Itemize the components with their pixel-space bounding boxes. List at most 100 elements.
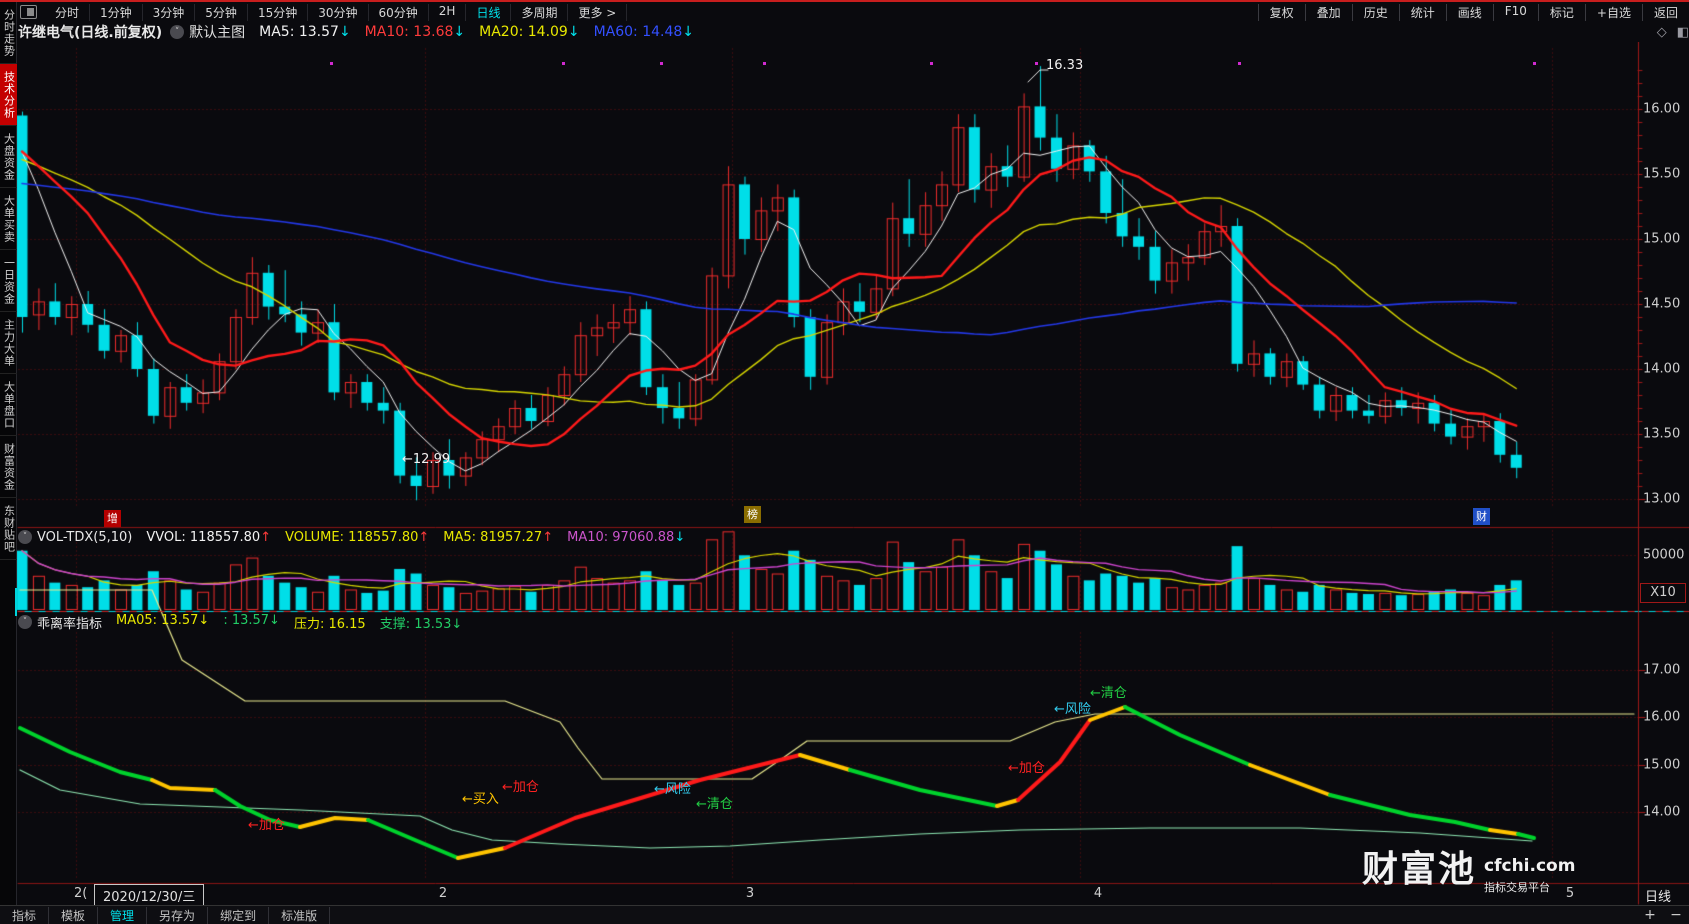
toolbar-button-统计[interactable]: 统计 (1398, 3, 1446, 21)
toolbar-button-复权[interactable]: 复权 (1257, 3, 1305, 21)
month-label-3: 3 (745, 886, 755, 901)
sidebar-item-技术分析[interactable]: 技术分析 (0, 64, 17, 126)
chart-annotation-清仓: ←清仓 (1090, 686, 1127, 701)
header-field-0: MA5: 13.57↓ (259, 24, 351, 40)
period-tab-多周期[interactable]: 多周期 (511, 3, 569, 21)
bottom-item-模板[interactable]: 模板 (49, 906, 99, 924)
volume-field-0: VVOL: 118557.80↑ (146, 530, 271, 545)
indicator-field-0: MA05: 13.57↓ (116, 613, 209, 632)
volume-field-2: MA5: 81957.27↑ (443, 530, 553, 545)
date-label: 2020/12/30/三 (94, 884, 205, 907)
bottom-item-标准版[interactable]: 标准版 (269, 906, 331, 924)
chart-annotation-加仓: ←加仓 (1008, 761, 1045, 776)
period-tab-2H[interactable]: 2H (429, 3, 467, 21)
sidebar-item-大盘资金[interactable]: 大盘资金 (0, 126, 17, 188)
period-tab-15分钟[interactable]: 15分钟 (248, 3, 309, 21)
signal-dot (562, 62, 565, 65)
chevron-down-icon[interactable]: ˅ (170, 25, 185, 39)
period-tab-1分钟[interactable]: 1分钟 (90, 3, 143, 21)
bottom-item-绑定到[interactable]: 绑定到 (208, 906, 270, 924)
header-arrow-1: ↓ (453, 24, 466, 40)
bottom-toolbar-items: 指标 模板 管理 另存为 绑定到 标准版 (0, 906, 331, 924)
left-sidebar: 分时走势 技术分析 大盘资金 大单买卖 一日资金 主力大单 大单盘口 财富资金 东财贴吧 (0, 2, 17, 924)
indicator-label-1: : 13.57 (223, 612, 270, 628)
sidebar-item-财富资金[interactable]: 财富资金 (0, 436, 17, 498)
volume-pane-title: VOL-TDX(5,10) (37, 529, 133, 545)
indicator-field-3: 支撑: 13.53↓ (380, 613, 463, 632)
toolbar-button-历史[interactable]: 历史 (1351, 3, 1399, 21)
sidebar-item-一日资金[interactable]: 一日资金 (0, 250, 17, 312)
indicator-axis-label-14.00: 14.00 (1643, 804, 1681, 820)
signal-dot (330, 62, 333, 65)
price-axis-label-15.00: 15.00 (1643, 231, 1681, 247)
toolbar-button-+自选[interactable]: +自选 (1584, 3, 1642, 21)
chart-annotation-16.33: 16.33 (1046, 58, 1084, 73)
diamond-icon[interactable]: ◇ (1656, 24, 1667, 40)
zoom-in-button[interactable]: + (1644, 907, 1656, 923)
period-tab-3分钟[interactable]: 3分钟 (143, 3, 196, 21)
period-tab-分时[interactable]: 分时 (45, 3, 91, 21)
chart-header: 许继电气(日线.前复权) ˅ 默认主图 MA5: 13.57↓ MA10: 13.… (18, 22, 1689, 42)
signal-dot (1238, 62, 1241, 65)
sidebar-item-分时走势[interactable]: 分时走势 (0, 2, 17, 64)
toolbar-button-叠加[interactable]: 叠加 (1304, 3, 1352, 21)
indicator-label-0: MA05: 13.57 (116, 612, 199, 628)
period-tab-30分钟[interactable]: 30分钟 (308, 3, 369, 21)
price-axis-label-13.50: 13.50 (1643, 426, 1681, 442)
toolbar-button-标记[interactable]: 标记 (1537, 3, 1585, 21)
indicator-axis-label-15.00: 15.00 (1643, 757, 1681, 773)
watermark-domain: cfchi.com (1484, 856, 1576, 876)
window-split-icon[interactable] (20, 5, 37, 19)
panel-layout-icon[interactable]: ◧ (1676, 24, 1689, 40)
sidebar-item-大单盘口[interactable]: 大单盘口 (0, 374, 17, 436)
main-map-selector[interactable]: 默认主图 (189, 25, 246, 41)
period-tab-60分钟[interactable]: 60分钟 (369, 3, 429, 21)
period-toolbar: 分时 1分钟 3分钟 5分钟 15分钟 30分钟 60分钟 2H 日线 多周期 更多 > 复权 叠加历… (18, 2, 1689, 22)
sidebar-item-大单买卖[interactable]: 大单买卖 (0, 188, 17, 250)
event-badge-榜[interactable]: 榜 (744, 506, 761, 523)
volume-axis-label-50000: 50000 (1643, 547, 1685, 563)
toolbar-button-返回[interactable]: 返回 (1641, 3, 1689, 21)
sidebar-item-东财贴吧[interactable]: 东财贴吧 (0, 498, 17, 560)
chart-annotation-买入: ←买入 (462, 792, 499, 807)
bottom-item-另存为[interactable]: 另存为 (147, 906, 209, 924)
price-axis-label-15.50: 15.50 (1643, 166, 1681, 182)
volume-label-3: MA10: 97060.88 (567, 529, 675, 545)
signal-dot (930, 62, 933, 65)
header-field-2: MA20: 14.09↓ (479, 24, 579, 40)
event-badge-增[interactable]: 增 (104, 510, 121, 527)
volume-arrow-3: ↓ (674, 529, 686, 545)
chevron-down-icon[interactable]: ˅ (18, 530, 32, 544)
indicator-pane-title: 乖离率指标 (37, 616, 103, 632)
volume-arrow-0: ↑ (260, 529, 272, 545)
month-label-4: 4 (1093, 886, 1103, 901)
indicator-pane-header: ˅ 乖离率指标 MA05: 13.57↓: 13.57↓ 压力: 16.15 支撑:… (18, 612, 1636, 632)
header-field-1: MA10: 13.68↓ (365, 24, 465, 40)
month-label-2: 2 (438, 886, 448, 901)
toolbar-button-F10[interactable]: F10 (1492, 3, 1538, 21)
chevron-down-icon[interactable]: ˅ (18, 615, 32, 629)
period-tab-日线[interactable]: 日线 (466, 3, 512, 21)
indicator-label-2: 压力: 16.15 (293, 616, 366, 632)
indicator-axis-label-17.00: 17.00 (1643, 662, 1681, 678)
price-axis-label-16.00: 16.00 (1643, 101, 1681, 117)
period-tab-更多 >[interactable]: 更多 > (568, 3, 628, 21)
signal-dot (660, 62, 663, 65)
sidebar-item-主力大单[interactable]: 主力大单 (0, 312, 17, 374)
bottom-item-指标[interactable]: 指标 (0, 906, 50, 924)
header-label-0: MA5: 13.57 (259, 24, 339, 40)
header-arrow-2: ↓ (567, 24, 580, 40)
header-right-icons: ◇ ◧ (1647, 25, 1689, 40)
signal-dot (1533, 62, 1536, 65)
toolbar-button-画线[interactable]: 画线 (1445, 3, 1493, 21)
event-badge-财[interactable]: 财 (1473, 508, 1490, 525)
period-tab-5分钟[interactable]: 5分钟 (195, 3, 248, 21)
period-tabs: 分时 1分钟 3分钟 5分钟 15分钟 30分钟 60分钟 2H 日线 多周期 更多 > (45, 3, 628, 21)
indicator-label-3: 支撑: 13.53 (379, 616, 452, 632)
sidebar-scrollbar-thumb[interactable] (15, 588, 17, 616)
bottom-item-管理[interactable]: 管理 (98, 906, 148, 924)
indicator-field-2: 压力: 16.15 (294, 613, 366, 632)
zoom-out-button[interactable]: − (1670, 907, 1682, 923)
toolbar-right-buttons: 复权 叠加 历史 统计 画线 F10 标记 +自选 返回 (1257, 3, 1689, 21)
